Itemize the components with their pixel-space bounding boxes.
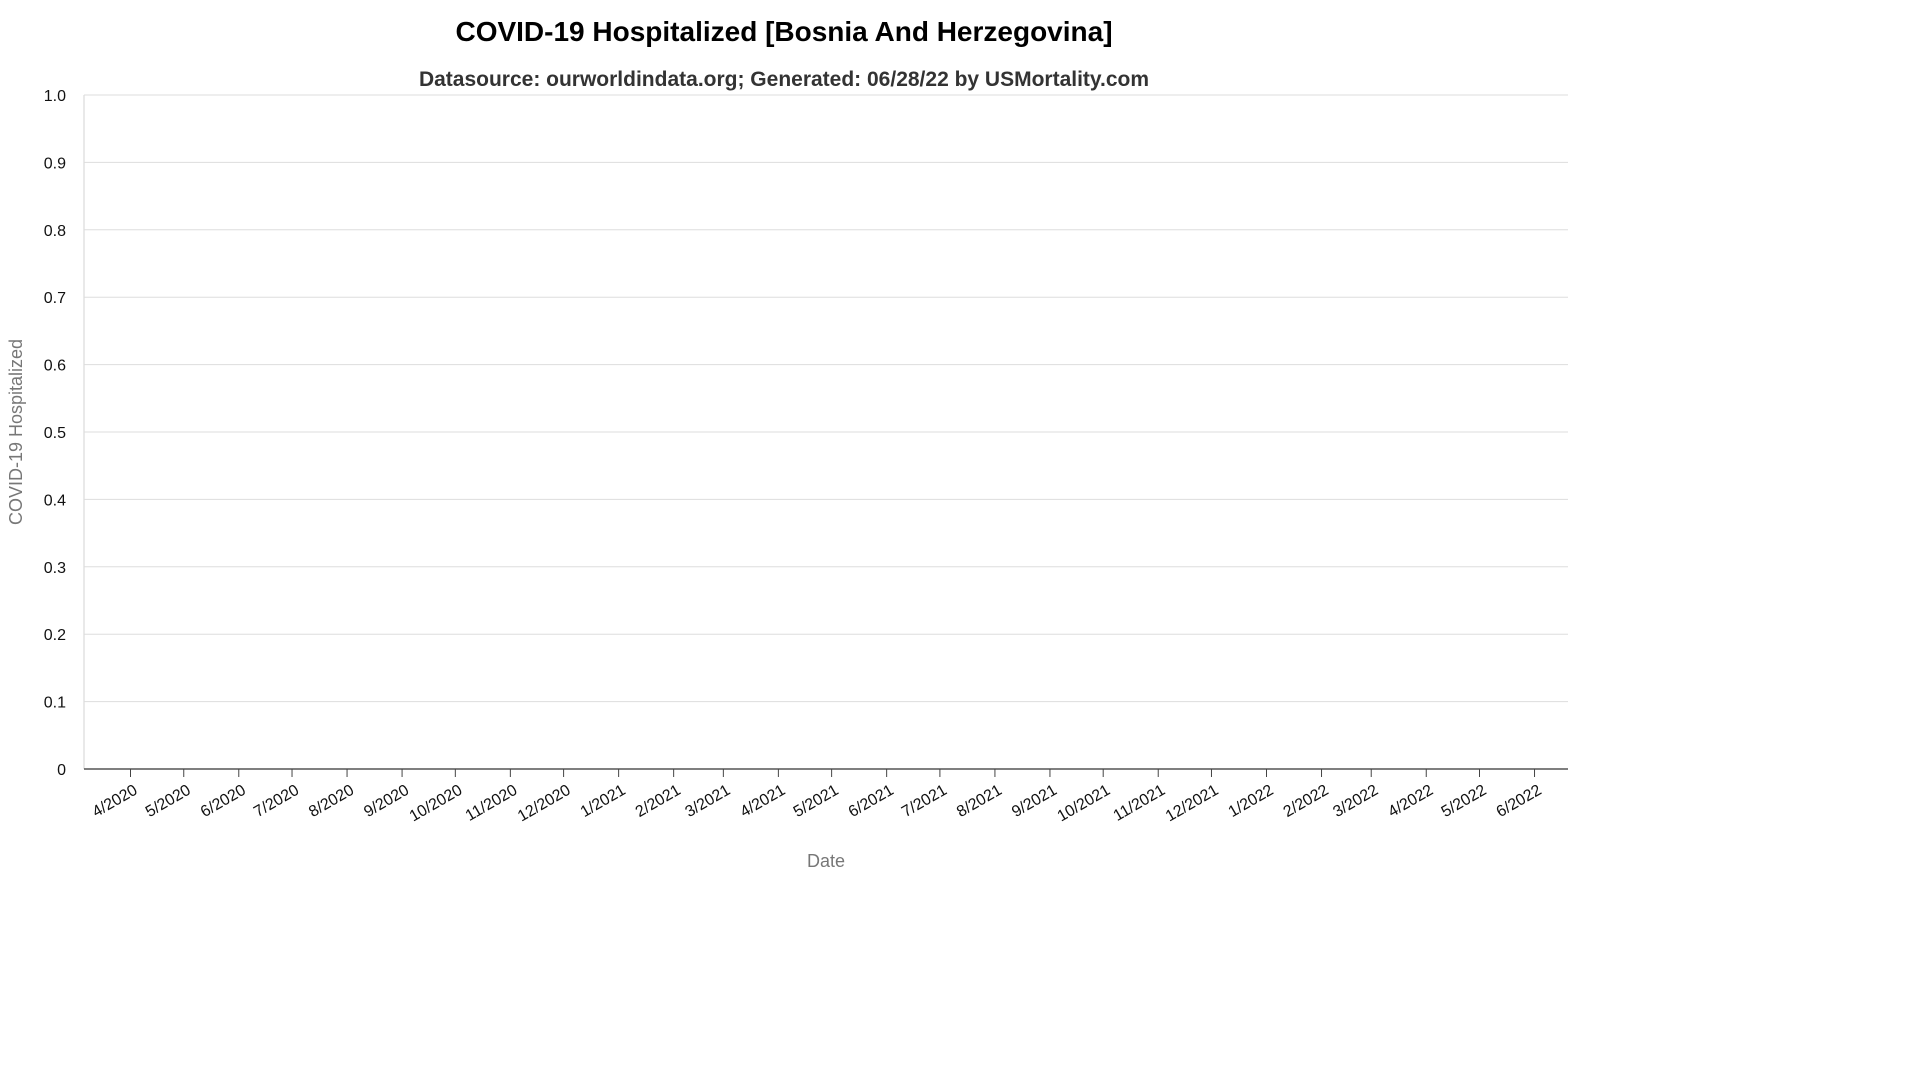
x-tick-label: 11/2021 (1111, 782, 1169, 825)
gridlines (84, 94, 1568, 703)
y-tick-label: 0.3 (44, 560, 66, 577)
x-tick-label: 1/2022 (1226, 782, 1277, 821)
y-tick-label: 0.1 (44, 695, 66, 712)
x-tick-label: 6/2021 (846, 782, 897, 821)
x-tick-label: 4/2022 (1385, 782, 1436, 821)
x-tick-label: 9/2021 (1009, 782, 1060, 821)
x-tick-label: 2/2022 (1281, 782, 1332, 821)
y-tick-label: 1.0 (44, 88, 66, 105)
y-tick-label: 0 (57, 762, 66, 779)
y-tick-label: 0.5 (44, 425, 66, 442)
y-tick-label: 0.9 (44, 155, 66, 172)
y-tick-label: 0.7 (44, 290, 66, 307)
y-axis-title: COVID-19 Hospitalized (6, 339, 26, 525)
x-tick-label: 7/2020 (251, 782, 302, 821)
x-tick-label: 5/2020 (143, 782, 194, 821)
x-tick-label: 12/2021 (1163, 782, 1222, 826)
x-axis-ticks: 4/2020 5/2020 6/2020 7/2020 8/2020 9/202010/2… (90, 769, 1545, 825)
x-tick-label: 4/2020 (90, 782, 141, 821)
y-tick-label: 0.2 (44, 627, 66, 644)
x-tick-label: 1/2021 (578, 782, 629, 821)
x-axis-title: Date (807, 851, 845, 871)
x-tick-label: 10/2021 (1055, 782, 1114, 826)
x-tick-label: 6/2020 (198, 782, 249, 821)
y-tick-label: 0.4 (44, 492, 66, 509)
x-tick-label: 4/2021 (737, 782, 788, 821)
x-tick-label: 3/2022 (1330, 782, 1381, 821)
x-tick-label: 8/2021 (954, 782, 1005, 821)
y-tick-label: 0.8 (44, 223, 66, 240)
x-tick-label: 3/2021 (682, 782, 733, 821)
y-axis-ticks: 0 0.1 0.2 0.3 0.4 0.5 0.6 0.7 0.8 0.9 1.0 (44, 88, 66, 779)
chart: COVID-19 Hospitalized [Bosnia And Herzeg… (6, 16, 1568, 871)
x-tick-label: 12/2020 (515, 782, 574, 826)
y-tick-label: 0.6 (44, 358, 66, 375)
x-tick-label: 7/2021 (899, 782, 950, 821)
x-tick-label: 5/2022 (1439, 782, 1490, 821)
x-tick-label: 11/2020 (463, 782, 521, 825)
x-tick-label: 5/2021 (791, 782, 842, 821)
x-tick-label: 6/2022 (1494, 782, 1545, 821)
chart-subtitle: Datasource: ourworldindata.org; Generate… (419, 68, 1149, 91)
x-tick-label: 9/2020 (361, 782, 412, 821)
x-tick-label: 2/2021 (633, 782, 684, 821)
x-tick-label: 10/2020 (407, 782, 466, 826)
chart-title: COVID-19 Hospitalized [Bosnia And Herzeg… (455, 16, 1112, 47)
x-tick-label: 8/2020 (306, 782, 357, 821)
